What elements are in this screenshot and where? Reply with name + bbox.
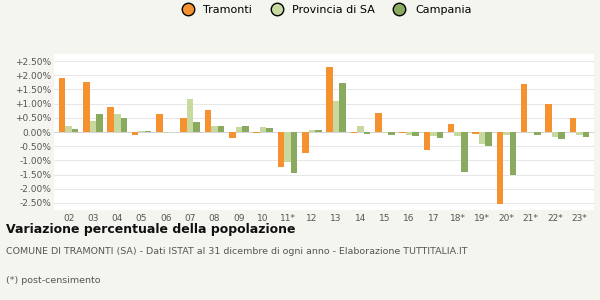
Bar (315, 130, 322, 132)
Bar (472, 132, 479, 134)
Bar (211, 126, 218, 132)
Bar (364, 132, 370, 134)
Bar (308, 130, 315, 132)
Bar (552, 132, 559, 137)
Bar (399, 132, 406, 133)
Bar (340, 83, 346, 132)
Bar (236, 127, 242, 132)
Bar (527, 132, 534, 134)
Bar (121, 118, 127, 132)
Bar (59, 78, 65, 132)
Bar (284, 132, 291, 162)
Bar (65, 126, 72, 132)
Bar (163, 132, 169, 134)
Bar (510, 132, 516, 175)
Bar (437, 132, 443, 138)
Bar (72, 129, 79, 132)
Text: (*) post-censimento: (*) post-censimento (6, 276, 101, 285)
Bar (253, 132, 260, 134)
Bar (218, 126, 224, 132)
Bar (448, 124, 454, 132)
Bar (83, 82, 89, 132)
Bar (545, 104, 552, 132)
Bar (454, 132, 461, 136)
Bar (382, 132, 388, 134)
Bar (461, 132, 467, 172)
Bar (291, 132, 298, 173)
Bar (430, 132, 437, 136)
Bar (132, 132, 138, 135)
Bar (521, 84, 527, 132)
Bar (302, 132, 308, 153)
Bar (181, 118, 187, 132)
Bar (559, 132, 565, 139)
Bar (333, 101, 340, 132)
Bar (229, 132, 236, 138)
Bar (479, 132, 485, 144)
Bar (260, 127, 266, 132)
Bar (497, 132, 503, 204)
Bar (107, 107, 114, 132)
Bar (375, 113, 382, 132)
Bar (138, 130, 145, 132)
Bar (156, 114, 163, 132)
Bar (424, 132, 430, 150)
Legend: Tramonti, Provincia di SA, Campania: Tramonti, Provincia di SA, Campania (172, 0, 476, 19)
Bar (350, 132, 357, 134)
Bar (412, 132, 419, 136)
Bar (326, 67, 333, 132)
Bar (96, 114, 103, 132)
Bar (576, 132, 583, 135)
Bar (406, 132, 412, 135)
Bar (503, 132, 510, 135)
Bar (242, 126, 249, 132)
Bar (205, 110, 211, 132)
Text: Variazione percentuale della popolazione: Variazione percentuale della popolazione (6, 224, 296, 236)
Bar (388, 132, 395, 135)
Bar (485, 132, 492, 146)
Bar (583, 132, 589, 137)
Bar (278, 132, 284, 166)
Bar (187, 99, 193, 132)
Text: COMUNE DI TRAMONTI (SA) - Dati ISTAT al 31 dicembre di ogni anno - Elaborazione : COMUNE DI TRAMONTI (SA) - Dati ISTAT al … (6, 248, 467, 256)
Bar (534, 132, 541, 135)
Bar (145, 131, 151, 132)
Bar (193, 122, 200, 132)
Bar (114, 114, 121, 132)
Bar (357, 126, 364, 132)
Bar (569, 118, 576, 132)
Bar (89, 121, 96, 132)
Bar (266, 128, 273, 132)
